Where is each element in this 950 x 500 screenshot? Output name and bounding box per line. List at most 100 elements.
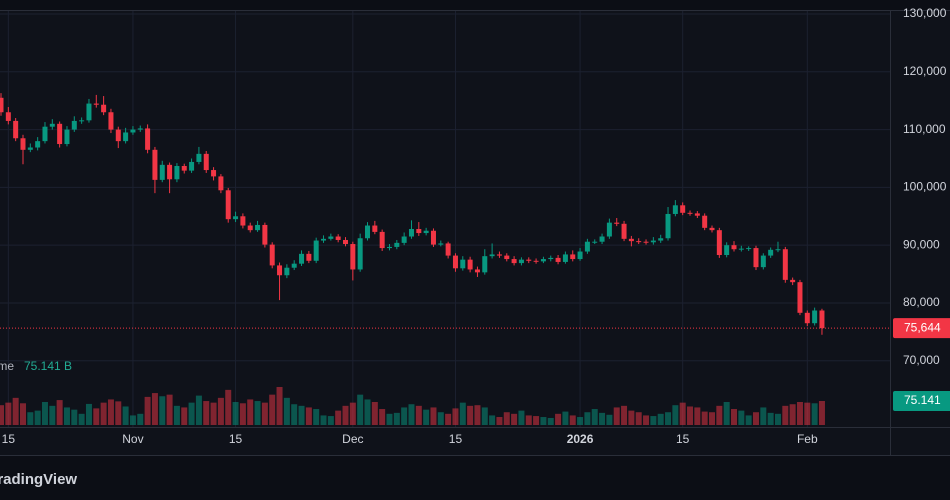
- volume-bar: [56, 400, 63, 425]
- volume-bar: [371, 402, 378, 425]
- candle-body: [269, 244, 275, 266]
- volume-bar: [100, 402, 107, 425]
- volume-bar: [107, 399, 114, 425]
- candle-body: [584, 241, 590, 252]
- candle-body: [577, 251, 583, 260]
- volume-bar: [694, 407, 701, 425]
- volume-bar: [93, 408, 100, 425]
- volume-bar: [547, 417, 554, 425]
- volume-bar: [173, 405, 180, 425]
- x-tick-label: 2026: [567, 432, 594, 446]
- candle-body: [108, 112, 114, 130]
- volume-bar: [122, 406, 129, 425]
- candle-body: [365, 225, 370, 239]
- volume-bar: [474, 405, 481, 425]
- volume-label: 75.141: [904, 393, 941, 407]
- candle-body: [291, 263, 297, 268]
- candle-body: [812, 310, 818, 324]
- y-tick-label: 90,000: [903, 237, 940, 251]
- volume-bar: [789, 404, 796, 425]
- candle-body: [438, 243, 444, 245]
- candle-body: [694, 213, 700, 216]
- volume-bar: [85, 403, 92, 425]
- candle-body: [746, 248, 752, 250]
- candle-body: [548, 257, 554, 260]
- volume-bar: [782, 405, 789, 425]
- volume-bar: [151, 393, 158, 425]
- volume-bar: [452, 408, 459, 425]
- candle-body: [489, 254, 495, 257]
- volume-bar: [606, 414, 613, 425]
- volume-bar: [613, 407, 620, 425]
- volume-bar: [687, 406, 694, 425]
- volume-bar: [78, 413, 85, 425]
- volume-bar: [34, 410, 41, 425]
- volume-bar: [335, 410, 342, 425]
- volume-bar: [540, 417, 547, 425]
- volume-bar: [188, 402, 195, 425]
- candle-body: [93, 103, 99, 105]
- candle-body: [357, 238, 363, 270]
- candle-body: [86, 103, 92, 121]
- volume-bar: [247, 399, 254, 425]
- volume-bar: [621, 405, 628, 425]
- candle-body: [101, 104, 107, 113]
- volume-bar: [774, 413, 781, 425]
- candle-body: [167, 164, 173, 180]
- candle-body: [137, 128, 143, 130]
- candle-body: [474, 269, 480, 273]
- candle-body: [606, 222, 612, 237]
- candle-body: [123, 132, 129, 142]
- volume-bar: [767, 412, 774, 425]
- candle-body: [130, 129, 136, 133]
- volume-bar: [591, 409, 598, 425]
- candle-body: [731, 245, 737, 250]
- candle-body: [181, 165, 187, 171]
- candle-body: [738, 248, 744, 250]
- volume-bar: [342, 405, 349, 425]
- candle-body: [79, 120, 85, 122]
- x-tick-label: 15: [2, 432, 16, 446]
- candle-body: [533, 260, 539, 262]
- candle-body: [233, 216, 239, 220]
- volume-bar: [203, 401, 210, 425]
- volume-bar: [327, 416, 334, 425]
- volume-bar: [283, 397, 290, 425]
- candle-body: [35, 141, 41, 148]
- volume-bar: [562, 411, 569, 425]
- volume-bar: [811, 403, 818, 425]
- candle-body: [621, 223, 627, 239]
- volume-bar: [423, 409, 430, 425]
- x-tick-label: 15: [229, 432, 243, 446]
- candle-body: [159, 164, 165, 180]
- volume-bar: [752, 412, 759, 425]
- y-tick-label: 70,000: [903, 353, 940, 367]
- volume-bar: [19, 403, 26, 425]
- volume-bar: [393, 412, 400, 425]
- volume-pane: [0, 386, 825, 425]
- candle-body: [643, 241, 649, 243]
- candle-body: [379, 231, 385, 249]
- x-tick-label: 15: [449, 432, 463, 446]
- candle-body: [628, 238, 634, 242]
- x-tick-label: Feb: [797, 432, 818, 446]
- candle-body: [211, 170, 217, 177]
- volume-bar: [415, 405, 422, 425]
- candle-body: [702, 215, 708, 228]
- volume-bar: [481, 407, 488, 425]
- bottom-bar: [0, 455, 950, 500]
- volume-bar: [760, 407, 767, 425]
- volume-bar: [584, 412, 591, 425]
- top-bar: [0, 0, 950, 10]
- candle-body: [467, 259, 473, 270]
- volume-bar: [467, 405, 474, 425]
- volume-label-box: [893, 391, 950, 411]
- candle-body: [518, 259, 524, 264]
- volume-bar: [71, 409, 78, 425]
- candle-body: [599, 236, 605, 242]
- volume-bar: [305, 407, 312, 425]
- candle-body: [13, 120, 19, 139]
- volume-bar: [166, 394, 173, 425]
- candle-body: [430, 230, 436, 245]
